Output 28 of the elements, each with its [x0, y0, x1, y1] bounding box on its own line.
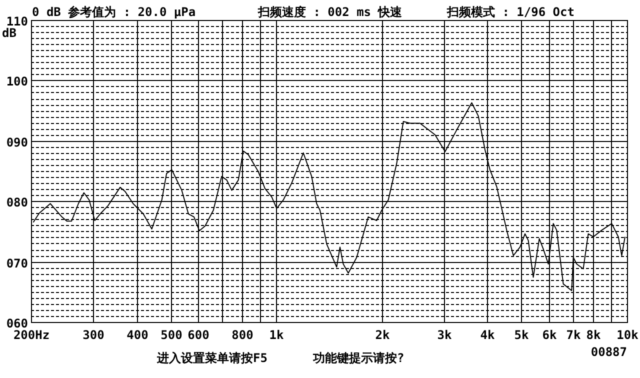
x-tick-label: 600 [188, 328, 210, 342]
x-tick-label: 6k [542, 328, 558, 342]
x-tick-label: 3k [437, 328, 452, 342]
y-tick-label: 060 [6, 316, 28, 330]
x-tick-label: 800 [232, 328, 254, 342]
y-tick-label: 090 [6, 136, 28, 150]
x-tick-label: 500 [160, 328, 182, 342]
ylabel: dB [2, 26, 16, 40]
y-tick-label: 080 [6, 196, 28, 210]
annotation: 00887 [590, 345, 627, 359]
annotation: 扫频模式 : 1/96 Oct [447, 5, 574, 19]
y-tick-label: 070 [6, 256, 28, 270]
x-tick-label: 200Hz [13, 328, 50, 342]
annotation: 进入设置菜单请按F5 [157, 351, 268, 365]
x-tick-label: 7k [566, 328, 582, 342]
x-tick-label: 4k [480, 328, 496, 342]
x-tick-label: 10k [616, 328, 640, 342]
title: 0 dB 参考值为 : 20.0 μPa [32, 5, 196, 19]
y-tick-label: 100 [6, 74, 28, 88]
x-tick-label: 300 [82, 328, 104, 342]
x-tick-label: 1k [269, 328, 284, 342]
x-tick-label: 8k [586, 328, 602, 342]
y-tick-label: 110 [6, 14, 28, 28]
annotation: 功能键提示请按? [313, 351, 404, 365]
annotation: 扫频速度 : 002 ms 快速 [258, 5, 402, 19]
x-tick-label: 400 [126, 328, 148, 342]
x-tick-label: 2k [375, 328, 390, 342]
x-tick-label: 5k [514, 328, 530, 342]
